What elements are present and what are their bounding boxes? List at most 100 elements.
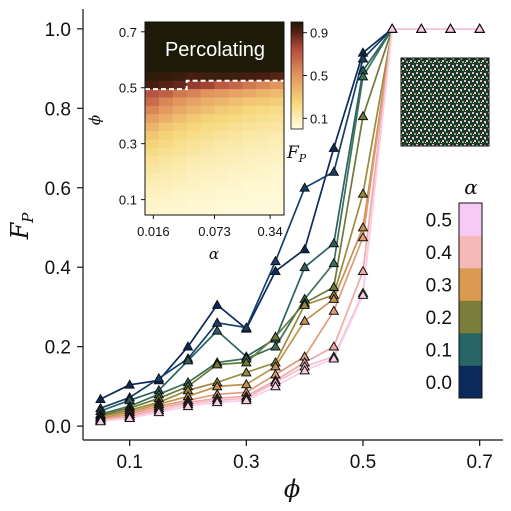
heatmap-cell bbox=[228, 30, 243, 40]
alpha-colorbar-tick: 0.5 bbox=[426, 211, 452, 232]
heatmap-cell bbox=[270, 80, 285, 90]
heatmap-cell bbox=[256, 80, 271, 90]
heatmap-cell bbox=[186, 173, 201, 182]
data-point-marker bbox=[445, 23, 456, 33]
heatmap-cell bbox=[186, 55, 201, 65]
alpha-colorbar-segment bbox=[459, 300, 482, 334]
heatmap-cell bbox=[172, 164, 188, 174]
heatmap-cell bbox=[270, 122, 285, 132]
heatmap-cell bbox=[270, 72, 285, 82]
heatmap-cell bbox=[186, 164, 201, 174]
heatmap-cell bbox=[200, 89, 215, 98]
data-point-marker bbox=[124, 412, 136, 423]
heatmap-cell bbox=[200, 189, 215, 199]
alpha-colorbar-segment bbox=[459, 268, 482, 301]
heatmap-cell bbox=[172, 72, 188, 82]
alpha-colorbar-frame bbox=[458, 202, 483, 399]
heatmap-cell bbox=[256, 189, 271, 199]
heatmap-cell bbox=[256, 55, 271, 65]
heatmap-cell bbox=[228, 181, 243, 191]
heatmap-cell bbox=[214, 139, 229, 149]
heatmap-cell bbox=[242, 55, 257, 65]
data-point-marker bbox=[240, 322, 252, 332]
heatmap-cell bbox=[186, 80, 201, 90]
fp-colorbar-label-main: F bbox=[286, 143, 300, 163]
y-tick-label: 0.8 bbox=[45, 99, 71, 120]
heatmap-cell bbox=[172, 156, 188, 166]
alpha-colorbar-segment bbox=[459, 203, 482, 236]
fp-colorbar-tick-label: 0.5 bbox=[310, 69, 328, 84]
fp-colorbar-label: FP bbox=[286, 143, 307, 165]
data-point-marker bbox=[270, 341, 281, 351]
heatmap-cell bbox=[158, 30, 174, 40]
heatmap-cell bbox=[172, 122, 188, 132]
heatmap-cell bbox=[145, 22, 160, 31]
heatmap-cell bbox=[200, 55, 215, 65]
data-point-marker bbox=[328, 293, 340, 303]
heatmap-cell bbox=[214, 189, 229, 199]
heatmap-cell bbox=[256, 63, 271, 73]
heatmap-cell bbox=[172, 97, 188, 107]
data-point-marker bbox=[240, 394, 252, 405]
data-point-marker bbox=[240, 366, 252, 377]
heatmap-cell bbox=[200, 131, 215, 140]
heatmap-cell bbox=[270, 55, 285, 65]
svg-text:FP: FP bbox=[6, 212, 37, 241]
data-point-marker bbox=[270, 380, 281, 391]
inset-y-tick-label: 0.5 bbox=[119, 81, 137, 96]
heatmap-cell bbox=[172, 173, 188, 182]
heatmap-cell bbox=[158, 156, 174, 166]
heatmap-cell bbox=[145, 139, 160, 149]
heatmap-cell bbox=[214, 89, 229, 98]
heatmap-cell bbox=[186, 147, 201, 157]
heatmap-cell bbox=[158, 97, 174, 107]
heatmap-cell bbox=[200, 181, 215, 191]
heatmap-cell bbox=[172, 47, 188, 56]
data-point-marker bbox=[182, 400, 194, 411]
data-point-marker bbox=[211, 299, 223, 309]
heatmap-cell bbox=[186, 38, 201, 48]
heatmap-cell bbox=[256, 97, 271, 107]
heatmap-cell bbox=[186, 131, 201, 140]
heatmap-cell bbox=[242, 97, 257, 107]
heatmap-cell bbox=[242, 22, 257, 31]
heatmap-cell bbox=[270, 181, 285, 191]
heatmap-cell bbox=[145, 181, 160, 191]
alpha-colorbar-tick: 0.4 bbox=[426, 243, 453, 264]
heatmap-cell bbox=[145, 30, 160, 40]
heatmap-cell bbox=[200, 38, 215, 48]
heatmap-cell bbox=[186, 114, 201, 124]
heatmap-cell bbox=[256, 38, 271, 48]
heatmap-cell bbox=[228, 47, 243, 56]
inset-y-tick-label: 0.3 bbox=[119, 137, 137, 152]
heatmap-cell bbox=[242, 47, 257, 56]
heatmap-cell bbox=[186, 156, 201, 166]
heatmap-cell bbox=[200, 156, 215, 166]
heatmap-cell bbox=[158, 122, 174, 132]
heatmap-cell bbox=[242, 156, 257, 166]
heatmap-cell bbox=[256, 164, 271, 174]
alpha-colorbar-tick: 0.3 bbox=[426, 276, 452, 297]
heatmap-cell bbox=[228, 198, 243, 208]
heatmap-cell bbox=[242, 30, 257, 40]
heatmap-cell bbox=[256, 114, 271, 124]
inset-x-tick-label: 0.34 bbox=[257, 224, 282, 239]
data-point-marker bbox=[95, 393, 106, 403]
heatmap-cell bbox=[228, 22, 243, 31]
alpha-colorbar-segment bbox=[459, 333, 482, 366]
heatmap-cell bbox=[270, 147, 285, 157]
heatmap-cell bbox=[200, 97, 215, 107]
heatmap-cell bbox=[270, 63, 285, 73]
data-point-marker bbox=[328, 237, 340, 248]
heatmap-cell bbox=[145, 72, 160, 82]
heatmap-cell bbox=[145, 89, 160, 98]
heatmap-cell bbox=[228, 164, 243, 174]
heatmap-cell bbox=[270, 47, 285, 56]
main-axes: 0.1 0.3 0.5 0.7 0.0 0.2 0.4 0.6 0.8 1.0 bbox=[45, 9, 503, 473]
data-point-marker bbox=[357, 231, 369, 242]
heatmap-cell bbox=[200, 122, 215, 132]
heatmap-cell bbox=[145, 206, 160, 216]
heatmap-cell bbox=[228, 139, 243, 149]
heatmap-cell bbox=[145, 189, 160, 199]
inset-x-tick-label: 0.016 bbox=[137, 224, 170, 239]
